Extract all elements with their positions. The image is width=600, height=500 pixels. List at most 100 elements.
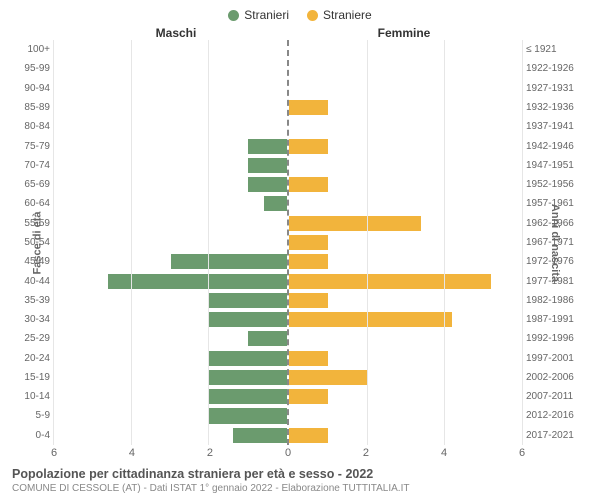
birth-year-label: 2017-2021	[526, 426, 588, 445]
bar-row	[289, 349, 522, 368]
bar-female	[289, 312, 452, 327]
bar-row	[54, 214, 287, 233]
bar-row	[54, 291, 287, 310]
legend-label-female: Straniere	[323, 8, 372, 22]
bar-female	[289, 389, 328, 404]
bar-row	[289, 426, 522, 445]
bar-row	[289, 406, 522, 425]
age-label: 65-69	[12, 175, 50, 194]
bar-row	[289, 214, 522, 233]
bar-male	[209, 312, 287, 327]
birth-year-label: 1982-1986	[526, 291, 588, 310]
birth-year-label: 1987-1991	[526, 310, 588, 329]
legend: Stranieri Straniere	[12, 8, 588, 22]
bar-row	[54, 156, 287, 175]
bar-row	[289, 291, 522, 310]
bar-male	[209, 370, 287, 385]
footer-title: Popolazione per cittadinanza straniera p…	[12, 467, 588, 481]
bar-female	[289, 351, 328, 366]
bar-row	[289, 329, 522, 348]
male-half	[54, 40, 289, 445]
age-label: 20-24	[12, 349, 50, 368]
age-label: 100+	[12, 40, 50, 59]
birth-year-label: 1922-1926	[526, 59, 588, 78]
bar-row	[289, 59, 522, 78]
bar-row	[289, 310, 522, 329]
age-label: 10-14	[12, 387, 50, 406]
column-headers: Maschi Femmine	[12, 26, 588, 40]
birth-year-label: 1942-1946	[526, 136, 588, 155]
bar-row	[54, 175, 287, 194]
y-axis-left-title: Fasce di età	[31, 211, 43, 274]
bar-row	[289, 194, 522, 213]
bar-row	[289, 40, 522, 59]
bar-row	[289, 156, 522, 175]
age-label: 75-79	[12, 136, 50, 155]
bar-row	[54, 406, 287, 425]
bar-row	[289, 175, 522, 194]
bar-male	[171, 254, 288, 269]
age-label: 95-99	[12, 59, 50, 78]
bar-row	[54, 387, 287, 406]
legend-label-male: Stranieri	[244, 8, 289, 22]
bar-row	[289, 98, 522, 117]
x-tick-label: 6	[51, 447, 57, 459]
bar-male	[248, 177, 287, 192]
bar-row	[54, 368, 287, 387]
bar-female	[289, 274, 491, 289]
x-tick-label: 4	[441, 447, 447, 459]
bar-male	[209, 389, 287, 404]
bar-row	[54, 252, 287, 271]
footer: Popolazione per cittadinanza straniera p…	[12, 467, 588, 494]
gridline	[444, 40, 445, 445]
bar-male	[209, 293, 287, 308]
age-label: 70-74	[12, 156, 50, 175]
bar-row	[54, 233, 287, 252]
bar-female	[289, 139, 328, 154]
bar-row	[54, 117, 287, 136]
bar-row	[54, 194, 287, 213]
bar-female	[289, 293, 328, 308]
header-female: Femmine	[290, 26, 588, 40]
bar-male	[209, 351, 287, 366]
age-label: 30-34	[12, 310, 50, 329]
bar-row	[54, 40, 287, 59]
birth-year-label: 1992-1996	[526, 329, 588, 348]
age-label: 35-39	[12, 291, 50, 310]
birth-year-label: 2012-2016	[526, 406, 588, 425]
birth-year-label: ≤ 1921	[526, 40, 588, 59]
bar-row	[289, 233, 522, 252]
bar-female	[289, 254, 328, 269]
bar-row	[289, 136, 522, 155]
birth-year-label: 2007-2011	[526, 387, 588, 406]
age-label: 25-29	[12, 329, 50, 348]
bar-female	[289, 235, 328, 250]
x-tick-label: 6	[519, 447, 525, 459]
age-label: 90-94	[12, 79, 50, 98]
bar-male	[233, 428, 287, 443]
bar-row	[289, 79, 522, 98]
age-label: 85-89	[12, 98, 50, 117]
age-label: 0-4	[12, 426, 50, 445]
birth-year-label: 1947-1951	[526, 156, 588, 175]
x-tick-label: 0	[285, 447, 291, 459]
bar-row	[54, 271, 287, 290]
legend-swatch-male	[228, 10, 239, 21]
chart-area: Fasce di età Anni di nascita 100+95-9990…	[12, 40, 588, 445]
x-tick-label: 2	[207, 447, 213, 459]
birth-year-label: 1937-1941	[526, 117, 588, 136]
chart-container: Stranieri Straniere Maschi Femmine Fasce…	[0, 0, 600, 500]
bar-female	[289, 100, 328, 115]
legend-swatch-female	[307, 10, 318, 21]
bar-male	[209, 408, 287, 423]
bar-row	[54, 329, 287, 348]
bar-row	[54, 79, 287, 98]
bar-row	[54, 426, 287, 445]
bar-male	[248, 331, 287, 346]
x-axis: 0224466	[12, 447, 588, 461]
y-axis-right-title: Anni di nascita	[549, 203, 561, 281]
female-half	[289, 40, 522, 445]
footer-subtitle: COMUNE DI CESSOLE (AT) - Dati ISTAT 1° g…	[12, 483, 588, 494]
bar-row	[289, 252, 522, 271]
x-tick-label: 4	[129, 447, 135, 459]
